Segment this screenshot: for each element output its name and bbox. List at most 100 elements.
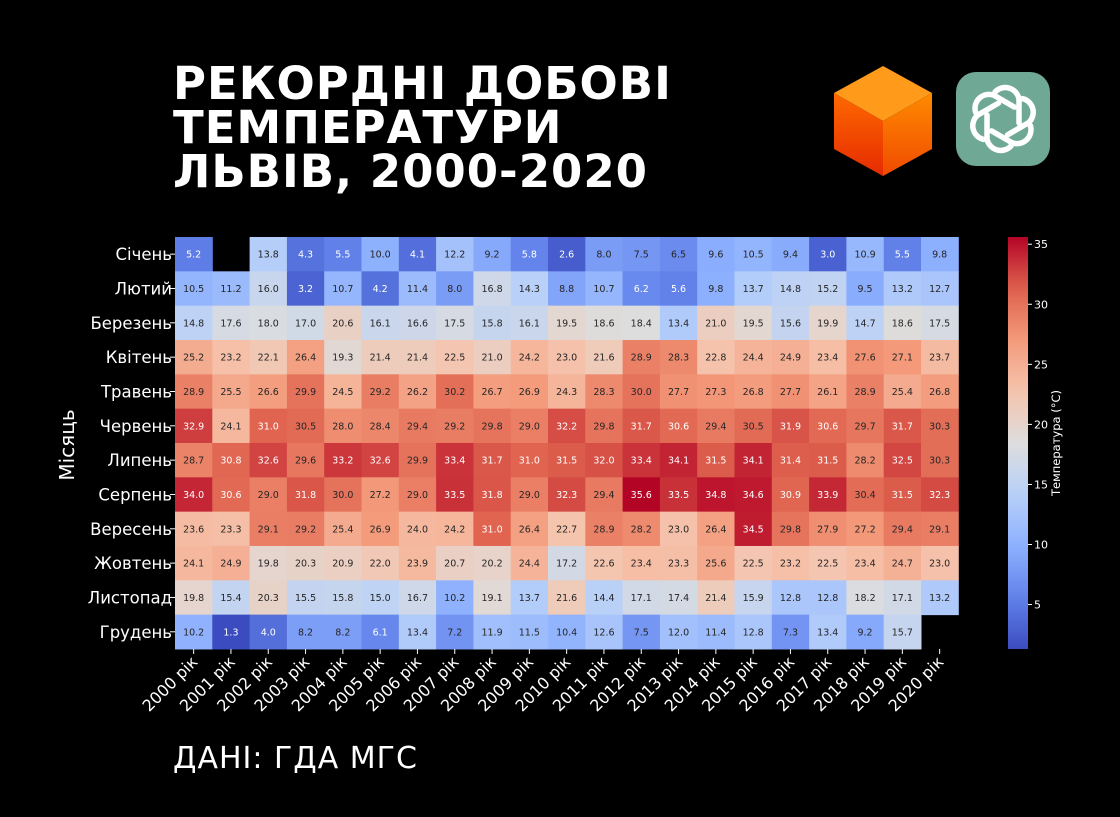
cell-value-label: 31.7 xyxy=(892,421,913,432)
heatmap-cell xyxy=(585,614,624,650)
heatmap-cell xyxy=(622,511,661,547)
heatmap-cell xyxy=(734,580,773,616)
heatmap-cell xyxy=(212,442,251,478)
heatmap-cell xyxy=(286,511,325,547)
cell-value-label: 10.9 xyxy=(854,250,875,261)
heatmap-cell xyxy=(734,374,773,410)
colorbar-tick-label: 15 xyxy=(1034,478,1048,491)
cell-value-label: 17.5 xyxy=(929,318,950,329)
heatmap-cell xyxy=(473,271,512,307)
heatmap-cell xyxy=(473,477,512,513)
heatmap-cell xyxy=(398,237,437,272)
cell-value-label: 28.9 xyxy=(631,353,652,364)
cell-value-label: 24.3 xyxy=(556,387,577,398)
cell-value-label: 28.9 xyxy=(854,387,875,398)
cell-value-label: 4.0 xyxy=(261,627,276,638)
cell-value-label: 15.6 xyxy=(780,318,801,329)
heatmap-cell xyxy=(286,477,325,513)
cell-value-label: 15.9 xyxy=(743,593,764,604)
heatmap-cell xyxy=(398,511,437,547)
y-axis-label: Місяць xyxy=(55,409,79,480)
cell-value-label: 15.4 xyxy=(220,593,241,604)
heatmap-cell xyxy=(510,237,549,272)
heatmap-cell xyxy=(286,374,325,410)
row-label: Червень xyxy=(100,417,172,436)
heatmap-cell xyxy=(883,545,922,581)
heatmap-cell xyxy=(771,339,810,375)
heatmap-cell xyxy=(175,511,213,547)
heatmap-cell xyxy=(361,545,400,581)
colorbar: 5 10 15 20 25 30 35 Температура (°C) xyxy=(1008,237,1063,649)
heatmap-cell xyxy=(548,374,586,410)
heatmap-cell xyxy=(175,339,213,375)
heatmap-cell xyxy=(286,271,325,307)
heatmap-cell xyxy=(510,442,549,478)
heatmap-cell xyxy=(175,614,213,650)
heatmap-cell xyxy=(585,511,624,547)
cell-value-label: 7.5 xyxy=(634,627,649,638)
heatmap-cell xyxy=(436,580,474,616)
heatmap-cell xyxy=(324,271,362,307)
cell-value-label: 31.7 xyxy=(631,421,652,432)
heatmap-cell xyxy=(398,305,437,341)
row-label: Квітень xyxy=(106,348,172,367)
heatmap-cell xyxy=(622,580,661,616)
cell-value-label: 30.6 xyxy=(668,421,689,432)
heatmap-cell xyxy=(548,408,586,444)
cell-value-label: 28.3 xyxy=(593,387,614,398)
cell-value-label: 9.2 xyxy=(857,627,872,638)
cell-value-label: 31.9 xyxy=(780,421,801,432)
cell-value-label: 4.2 xyxy=(373,284,388,295)
cell-value-label: 24.2 xyxy=(444,524,465,535)
cell-value-label: 29.4 xyxy=(892,524,913,535)
heatmap-cell xyxy=(883,237,922,272)
heatmap-cell xyxy=(286,408,325,444)
heatmap-cell xyxy=(510,305,549,341)
cell-value-label: 5.5 xyxy=(335,250,350,261)
heatmap-cell xyxy=(771,408,810,444)
heatmap-cell xyxy=(771,511,810,547)
heatmap-cell xyxy=(324,305,362,341)
colorbar-label: Температура (°C) xyxy=(1049,390,1063,497)
heatmap-cell xyxy=(883,374,922,410)
cell-value-label: 27.1 xyxy=(892,353,913,364)
cell-value-label: 17.1 xyxy=(631,593,652,604)
heatmap-cell xyxy=(734,237,773,272)
cell-value-label: 21.0 xyxy=(481,353,502,364)
cell-value-label: 10.5 xyxy=(183,284,204,295)
cell-value-label: 29.4 xyxy=(593,490,614,501)
heatmap-cell xyxy=(846,545,885,581)
cell-value-label: 32.9 xyxy=(183,421,204,432)
cell-value-label: 17.2 xyxy=(556,559,577,570)
cell-value-label: 11.4 xyxy=(407,284,428,295)
title-line-1: РЕКОРДНІ ДОБОВІ xyxy=(173,57,672,110)
cell-value-label: 16.0 xyxy=(258,284,279,295)
cell-value-label: 15.2 xyxy=(817,284,838,295)
heatmap-cell xyxy=(473,442,512,478)
heatmap-cell xyxy=(548,614,586,650)
heatmap-cell xyxy=(585,305,624,341)
cell-value-label: 22.5 xyxy=(817,559,838,570)
heatmap-cell xyxy=(249,408,288,444)
heatmap-cell xyxy=(286,305,325,341)
cell-value-label: 29.2 xyxy=(370,387,391,398)
cell-value-label: 26.4 xyxy=(519,524,540,535)
heatmap-cell xyxy=(846,477,885,513)
cell-value-label: 12.8 xyxy=(780,593,801,604)
heatmap-cell xyxy=(809,477,847,513)
cell-value-label: 15.0 xyxy=(370,593,391,604)
heatmap-cell xyxy=(659,374,698,410)
cell-value-label: 18.6 xyxy=(892,318,913,329)
cell-value-label: 20.9 xyxy=(332,559,353,570)
heatmap-cell xyxy=(548,442,586,478)
heatmap-cell xyxy=(510,408,549,444)
cell-value-label: 25.2 xyxy=(183,353,204,364)
cell-value-label: 24.4 xyxy=(743,353,764,364)
heatmap-cell xyxy=(585,408,624,444)
cell-value-label: 15.7 xyxy=(892,627,913,638)
heatmap-cell xyxy=(809,339,847,375)
cell-value-label: 22.7 xyxy=(556,524,577,535)
heatmap-cell xyxy=(921,271,959,307)
cell-value-label: 31.5 xyxy=(892,490,913,501)
